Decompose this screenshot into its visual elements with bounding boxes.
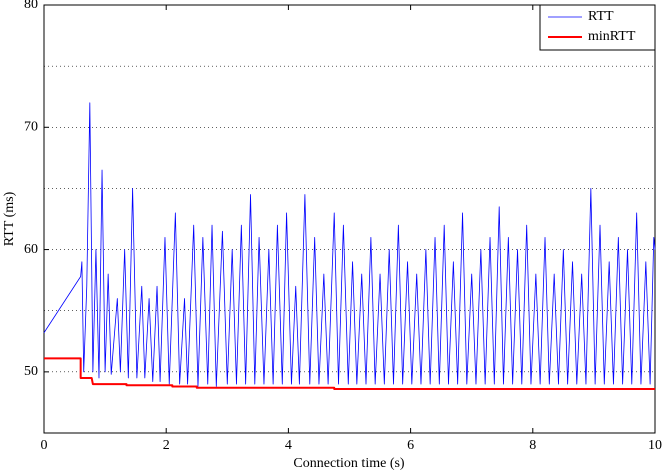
legend-box xyxy=(539,4,656,51)
y-tick-label: 60 xyxy=(24,242,38,257)
x-tick-label: 8 xyxy=(529,438,536,453)
y-axis-label: RTT (ms) xyxy=(2,191,17,246)
legend-label: RTT xyxy=(588,9,614,24)
x-tick-label: 10 xyxy=(648,438,662,453)
legend-label: minRTT xyxy=(588,29,636,44)
x-tick-label: 6 xyxy=(407,438,414,453)
y-tick-label: 70 xyxy=(24,120,38,135)
x-tick-label: 0 xyxy=(41,438,48,453)
line-series xyxy=(43,102,656,387)
x-tick-label: 2 xyxy=(163,438,170,453)
x-tick-label: 4 xyxy=(285,438,292,453)
x-axis-label: Connection time (s) xyxy=(293,456,405,471)
line-series xyxy=(44,357,655,390)
plot-frame xyxy=(43,4,656,434)
y-tick-label: 80 xyxy=(24,0,38,12)
y-tick-label: 50 xyxy=(24,364,38,379)
